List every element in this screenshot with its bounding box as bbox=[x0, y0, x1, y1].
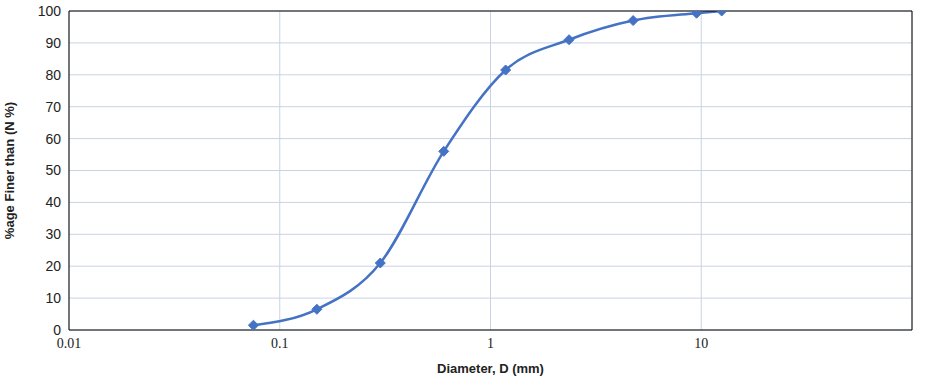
svg-text:%age Finer than (N %): %age Finer than (N %) bbox=[2, 102, 17, 239]
svg-text:20: 20 bbox=[45, 258, 61, 274]
svg-text:Diameter, D (mm): Diameter, D (mm) bbox=[437, 361, 544, 376]
svg-text:0: 0 bbox=[53, 322, 61, 338]
svg-text:10: 10 bbox=[45, 290, 61, 306]
svg-text:90: 90 bbox=[45, 35, 61, 51]
svg-text:30: 30 bbox=[45, 226, 61, 242]
svg-text:70: 70 bbox=[45, 99, 61, 115]
svg-text:80: 80 bbox=[45, 67, 61, 83]
svg-text:10: 10 bbox=[694, 336, 708, 351]
svg-text:1: 1 bbox=[487, 336, 494, 351]
svg-text:100: 100 bbox=[38, 3, 62, 19]
svg-text:0.01: 0.01 bbox=[57, 336, 82, 351]
svg-text:40: 40 bbox=[45, 194, 61, 210]
svg-text:60: 60 bbox=[45, 131, 61, 147]
svg-text:0.1: 0.1 bbox=[271, 336, 289, 351]
svg-text:50: 50 bbox=[45, 162, 61, 178]
